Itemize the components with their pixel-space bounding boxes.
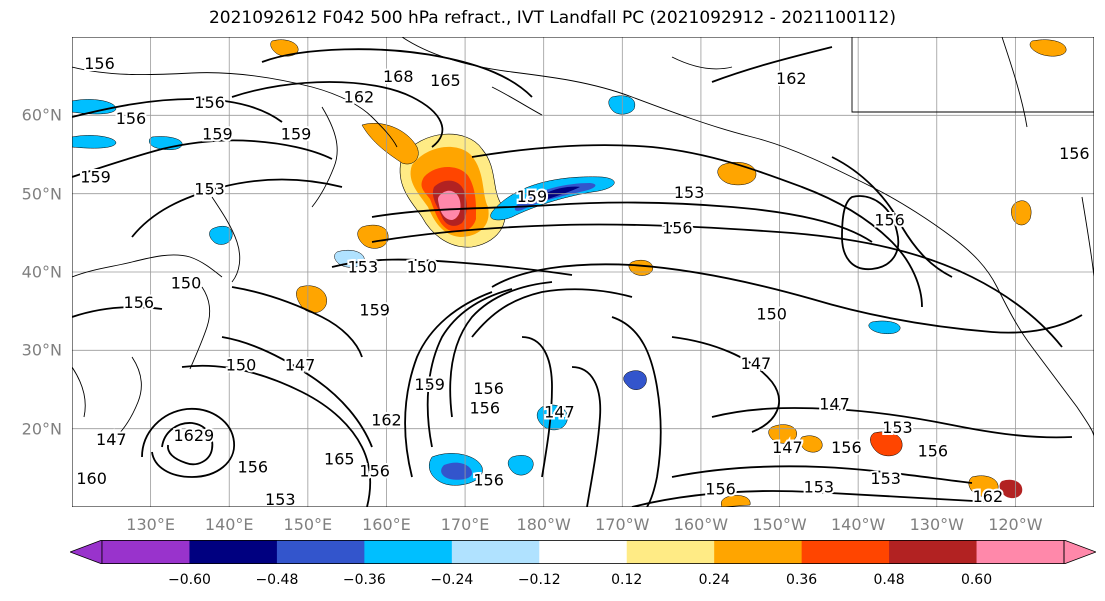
contour-label: 159 (414, 375, 445, 394)
contour-label: 156 (1059, 144, 1090, 163)
contour-label: 156 (473, 379, 504, 398)
colorbar-segment (626, 540, 715, 564)
colorbar-segment (889, 540, 978, 564)
contour-label: 147 (285, 356, 316, 375)
contour-label: 156 (238, 457, 269, 476)
latitude-label: 40°N (21, 262, 62, 282)
colorbar-segment (364, 540, 453, 564)
contour-label: 150 (226, 356, 257, 375)
contour-label: 156 (662, 218, 693, 237)
contour-label: 153 (882, 418, 913, 437)
contour-label: 156 (705, 479, 736, 498)
contour-label: 162 (371, 410, 402, 429)
colorbar-extend-right (1063, 540, 1096, 564)
latitude-label: 30°N (21, 340, 62, 360)
map-title: 2021092612 F042 500 hPa refract., IVT La… (208, 8, 896, 28)
longitude-label: 150°W (752, 515, 807, 534)
contour-label: 159 (517, 187, 548, 206)
colorbar-tick-label: 0.24 (698, 572, 730, 588)
longitude-label: 160°W (673, 515, 729, 534)
contour-label: 162 (344, 88, 375, 107)
contour-label: 147 (819, 395, 850, 414)
contour-label: 159 (281, 124, 312, 143)
contour-label: 150 (756, 305, 787, 324)
contour-label: 156 (469, 399, 500, 418)
colorbar-tick-label: 0.60 (960, 572, 993, 588)
colorbar-tick-label: −0.48 (255, 572, 299, 588)
contour-label: 150 (407, 258, 438, 277)
contour-label: 159 (80, 168, 111, 187)
contour-label: 1629 (173, 426, 214, 445)
contour-label: 160 (76, 469, 107, 488)
longitude-label: 120°W (988, 515, 1043, 534)
contour-label: 153 (804, 478, 835, 497)
contour-label: 168 (383, 67, 414, 86)
height-contours (72, 46, 1083, 507)
colorbar-tick-label: −0.60 (168, 572, 211, 588)
contour-label: 165 (430, 71, 461, 90)
longitude-label: 160°E (362, 515, 411, 534)
contour-label: 156 (473, 471, 504, 490)
contour-label: 165 (324, 450, 355, 469)
contour-label: 147 (741, 354, 772, 373)
contour-label: 150 (171, 273, 202, 292)
contour-label: 156 (116, 109, 147, 128)
latitude-label: 60°N (21, 105, 62, 125)
colorbar-tick-label: −0.24 (430, 572, 474, 588)
longitude-label: 180°W (516, 515, 571, 534)
colorbar-segment (714, 540, 803, 564)
longitude-label: 170°E (440, 515, 490, 534)
graticule (72, 37, 1094, 507)
contour-label: 153 (348, 258, 379, 277)
latitude-label: 20°N (21, 419, 62, 439)
contour-label: 153 (265, 490, 296, 507)
contour-label: 156 (874, 211, 905, 230)
colorbar-segment (102, 540, 190, 564)
colorbar-extend-left (70, 540, 103, 564)
contour-label: 147 (544, 403, 575, 422)
contour-label: 156 (84, 54, 115, 73)
contour-label: 162 (776, 69, 807, 88)
latitude-label: 50°N (21, 184, 62, 204)
contour-label: 147 (772, 438, 803, 457)
colorbar-segment (451, 540, 540, 564)
longitude-label: 130°E (126, 515, 175, 534)
contour-label: 156 (124, 293, 155, 312)
longitude-label: 140°W (830, 515, 886, 534)
contour-label: 156 (359, 461, 390, 480)
contour-label: 153 (194, 179, 225, 198)
contour-label: 156 (194, 93, 225, 112)
colorbar-segment (276, 540, 365, 564)
colorbar-tick-label: 0.12 (611, 572, 643, 588)
colorbar-segment (189, 540, 278, 564)
longitude-label: 140°E (204, 515, 254, 534)
longitude-label: 170°W (595, 515, 650, 534)
colorbar (70, 540, 1096, 564)
colorbar-tick-label: −0.36 (342, 572, 386, 588)
longitude-label: 150°E (283, 515, 333, 534)
colorbar-tick-label: −0.12 (517, 572, 561, 588)
contour-label: 147 (96, 430, 127, 449)
colorbar-segment (801, 540, 890, 564)
shaded-anomalies (72, 39, 1067, 507)
contour-label: 156 (831, 438, 862, 457)
colorbar-frame (101, 540, 1065, 564)
longitude-label: 130°W (909, 515, 964, 534)
contour-label: 153 (674, 183, 705, 202)
contour-label: 156 (918, 442, 949, 461)
contour-label: 159 (202, 124, 233, 143)
colorbar-segment (539, 540, 628, 564)
colorbar-tick-label: 0.48 (873, 572, 905, 588)
contour-label: 153 (870, 469, 901, 488)
contour-label: 162 (973, 487, 1004, 506)
colorbar-segment (976, 540, 1065, 564)
contour-label: 159 (359, 301, 390, 320)
colorbar-tick-label: 0.36 (786, 572, 818, 588)
